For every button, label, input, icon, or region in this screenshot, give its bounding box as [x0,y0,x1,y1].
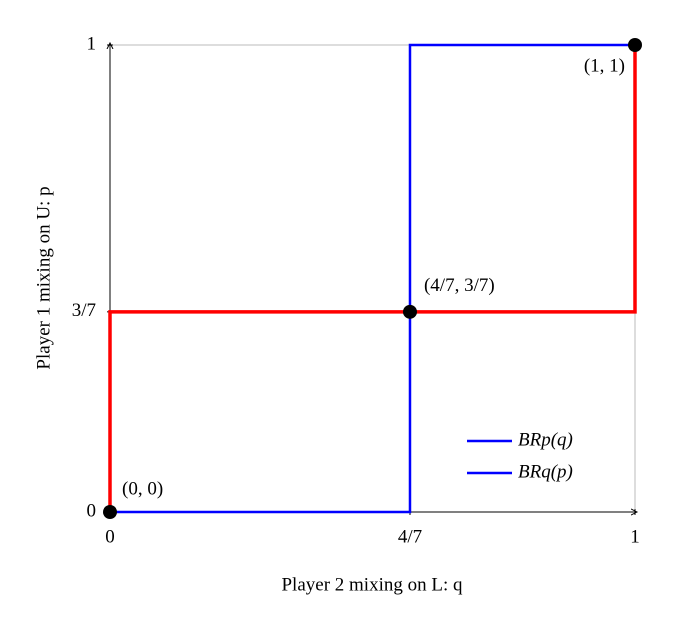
x-tick-label: 0 [105,526,115,547]
point-label: (4/7, 3/7) [424,275,495,296]
x-tick-label: 1 [630,526,640,547]
legend-label: BRq(p) [518,461,573,482]
series-line [110,43,635,514]
point-label: (0, 0) [122,478,163,499]
y-tick-label: 1 [87,33,97,54]
legend-label: BRp(q) [518,429,573,450]
equilibrium-point [628,38,642,52]
series-line [108,45,637,512]
y-tick-label: 0 [87,500,97,521]
equilibrium-point [103,505,117,519]
x-tick-label: 4/7 [398,526,422,547]
y-tick-label: 3/7 [72,300,96,321]
equilibrium-point [402,304,417,319]
x-axis-title: Player 2 mixing on L: q [281,574,463,595]
point-label: (1, 1) [584,55,625,76]
y-axis-title: Player 1 mixing on U: p [33,186,54,369]
